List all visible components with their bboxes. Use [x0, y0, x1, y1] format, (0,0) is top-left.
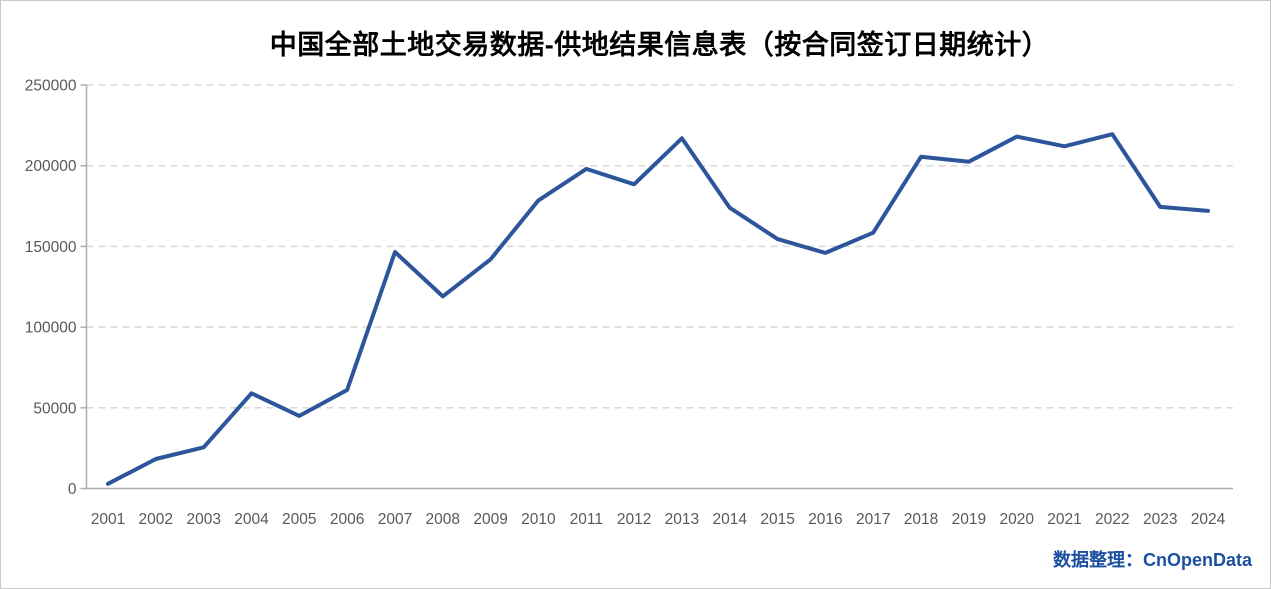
- y-axis-label: 100000: [25, 320, 77, 337]
- y-axis-label: 250000: [25, 78, 77, 95]
- x-axis-label: 2023: [1143, 511, 1177, 528]
- x-axis-label: 2007: [378, 511, 412, 528]
- x-axis-label: 2002: [139, 511, 173, 528]
- x-axis-label: 2003: [186, 511, 220, 528]
- x-axis-label: 2020: [999, 511, 1034, 528]
- y-axis-label: 0: [68, 481, 77, 498]
- x-axis-label: 2013: [665, 511, 699, 528]
- chart-title: 中国全部土地交易数据-供地结果信息表（按合同签订日期统计）: [269, 30, 1050, 60]
- x-axis-label: 2004: [234, 511, 269, 528]
- x-axis-label: 2006: [330, 511, 364, 528]
- y-axis-label: 200000: [25, 158, 77, 175]
- y-axis-label: 50000: [33, 400, 76, 417]
- x-axis-label: 2017: [856, 511, 890, 528]
- x-axis-label: 2015: [760, 511, 794, 528]
- data-source-brand: CnOpenData: [1142, 550, 1252, 570]
- x-axis-label: 2019: [952, 511, 986, 528]
- x-axis-label: 2022: [1095, 511, 1129, 528]
- x-axis-label: 2005: [282, 511, 316, 528]
- x-axis-label: 2011: [570, 511, 603, 528]
- x-axis-label: 2016: [808, 511, 842, 528]
- data-line: [106, 132, 1210, 486]
- x-axis-label: 2008: [426, 511, 460, 528]
- x-axis-label: 2021: [1047, 511, 1081, 528]
- data-source: 数据整理：CnOpenData: [1053, 546, 1252, 572]
- x-axis-label: 2014: [712, 511, 747, 528]
- y-axis-label: 150000: [25, 239, 77, 256]
- data-source-label: 数据整理：: [1052, 550, 1143, 570]
- x-axis-label: 2001: [91, 511, 125, 528]
- x-axis-label: 2012: [617, 511, 651, 528]
- x-axis-label: 2009: [473, 511, 507, 528]
- x-axis-label: 2024: [1191, 511, 1226, 528]
- x-axis-label: 2018: [904, 511, 938, 528]
- x-axis-label: 2010: [521, 511, 556, 528]
